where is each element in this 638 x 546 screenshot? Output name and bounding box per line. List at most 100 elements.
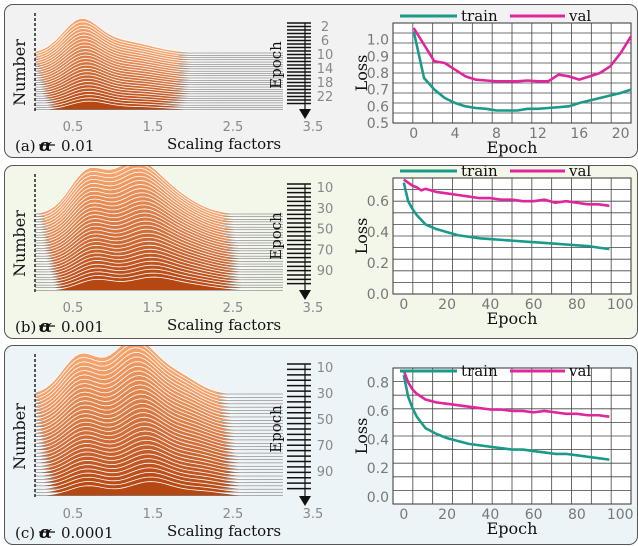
y-axis-label: Loss [352, 418, 371, 455]
legend-label-val: val [568, 7, 591, 25]
loss-line-chart: 0 20 40 60 80 100 0.0 0.2 0.4 0.6 Loss Epoch train va… [352, 166, 634, 328]
series-line-val [412, 27, 633, 83]
epoch-tick-label: 2 [321, 20, 329, 35]
alpha-symbol: α [39, 136, 52, 156]
ridge-x-tick-label: 3.5 [303, 507, 324, 522]
caption-value: 0.01 [61, 137, 94, 155]
x-axis-label: Epoch [487, 519, 538, 538]
epoch-tick-label: 30 [317, 387, 334, 402]
epoch-arrow-head [299, 496, 311, 506]
ridge-x-tick-label: 3.5 [303, 120, 324, 135]
x-tick-label: 4 [451, 126, 460, 142]
y-tick-label: 0.0 [367, 490, 389, 506]
caption-value: 0.001 [61, 318, 104, 336]
x-tick-label: 12 [529, 126, 547, 142]
epoch-axis-label: Epoch [267, 41, 285, 89]
epoch-bar-stack [287, 22, 311, 105]
x-axis-label: Epoch [487, 309, 538, 328]
epoch-arrow-head [299, 109, 311, 119]
y-tick-label: 0.4 [367, 433, 389, 449]
ridge-xlabel: Scaling factors [167, 135, 281, 153]
x-tick-label: 0 [409, 126, 418, 142]
x-tick-label: 80 [568, 507, 586, 523]
epoch-axis-label: Epoch [267, 405, 285, 453]
x-tick-label: 100 [607, 507, 634, 523]
ridge-xlabel: Scaling factors [167, 316, 281, 334]
epoch-tick-label: 90 [317, 264, 334, 279]
series-line-train [412, 31, 632, 112]
epoch-tick-label: 50 [317, 413, 334, 428]
ridge-x-tick-label: 3.5 [303, 301, 324, 316]
epoch-bar-stack [287, 183, 311, 285]
epoch-tick-label: 50 [317, 223, 334, 238]
legend-label-train: train [461, 362, 498, 380]
legend-label-train: train [461, 166, 498, 180]
panel-svg: Epoch 10 30 50 70 90 Number 0.5 1.5 2.5 3.5 (b) α 0.0… [10, 166, 634, 337]
epoch-tick-label: 10 [317, 48, 334, 63]
ridge-x-tick-label: 1.5 [143, 507, 164, 522]
series-line-train [402, 182, 610, 251]
alpha-symbol: α [39, 523, 52, 543]
epoch-tick-label: 10 [317, 361, 334, 376]
x-tick-label: 40 [481, 297, 499, 313]
y-tick-label: 0.8 [367, 66, 389, 82]
series-line-train [402, 374, 610, 461]
y-tick-label: 0.5 [367, 116, 389, 132]
y-axis-label: Loss [352, 55, 371, 92]
x-axis-label: Epoch [487, 138, 538, 157]
loss-line-chart: 0 4 8 12 16 20 0.50.60.70.80.91.0 Loss Epoch trai… [352, 7, 633, 157]
y-axis-label: Loss [352, 218, 371, 255]
ridge-epoch-curve [34, 481, 286, 497]
ridge-ylabel: Number [10, 403, 29, 470]
ridge-x-tick-label: 0.5 [63, 120, 84, 135]
ridge-x-tick-label: 0.5 [63, 507, 84, 522]
epoch-tick-label: 6 [321, 34, 329, 49]
epoch-tick-label: 14 [317, 62, 334, 77]
epoch-arrow-head [299, 290, 311, 300]
series-line-val [403, 178, 610, 208]
ridge-ylabel: Number [10, 39, 29, 106]
y-tick-label: 0.6 [367, 194, 389, 210]
y-tick-label: 0.7 [367, 83, 389, 99]
ridge-epoch-curve [34, 276, 286, 291]
loss-line-chart: 0 20 40 60 80 100 0.0 0.2 0.4 0.6 0.8 Loss Epoch trai… [352, 362, 634, 538]
ridgeline-plot [34, 166, 286, 291]
ridge-x-tick-label: 0.5 [63, 301, 84, 316]
x-tick-label: 60 [525, 507, 543, 523]
ridge-x-tick-label: 1.5 [143, 301, 164, 316]
x-tick-label: 8 [492, 126, 501, 142]
ridge-ylabel: Number [10, 210, 29, 277]
epoch-tick-label: 22 [317, 90, 334, 105]
epoch-bar-stack [287, 363, 311, 490]
caption-value: 0.0001 [61, 524, 114, 542]
x-tick-label: 80 [568, 297, 586, 313]
epoch-tick-label: 30 [317, 202, 334, 217]
ridge-x-tick-label: 2.5 [223, 507, 244, 522]
panel-svg: Epoch 10 30 50 70 90 Number 0.5 1.5 2.5 3.5 (c) α 0.0… [10, 346, 634, 543]
y-tick-label: 0.4 [367, 225, 389, 241]
y-tick-label: 0.8 [367, 375, 389, 391]
caption-label: (a) [15, 137, 36, 155]
ridge-x-tick-label: 1.5 [143, 120, 164, 135]
epoch-tick-label: 10 [317, 181, 334, 196]
x-tick-label: 20 [438, 297, 456, 313]
ridge-x-tick-label: 2.5 [223, 301, 244, 316]
epoch-tick-label: 70 [317, 439, 334, 454]
alpha-symbol: α [39, 317, 52, 337]
epoch-tick-label: 70 [317, 243, 334, 258]
x-tick-label: 20 [612, 126, 630, 142]
legend-label-train: train [461, 7, 498, 25]
legend-label-val: val [568, 166, 591, 180]
x-tick-label: 100 [607, 297, 634, 313]
y-tick-label: 0.9 [367, 49, 389, 65]
x-tick-label: 0 [399, 297, 408, 313]
y-tick-label: 0.6 [367, 99, 389, 115]
ridgeline-plot [34, 18, 286, 111]
epoch-tick-label: 18 [317, 76, 334, 91]
y-tick-label: 0.0 [367, 287, 389, 303]
caption-label: (b) [15, 318, 36, 336]
y-tick-label: 0.2 [367, 256, 389, 272]
series-line-val [402, 370, 610, 418]
x-tick-label: 16 [570, 126, 588, 142]
